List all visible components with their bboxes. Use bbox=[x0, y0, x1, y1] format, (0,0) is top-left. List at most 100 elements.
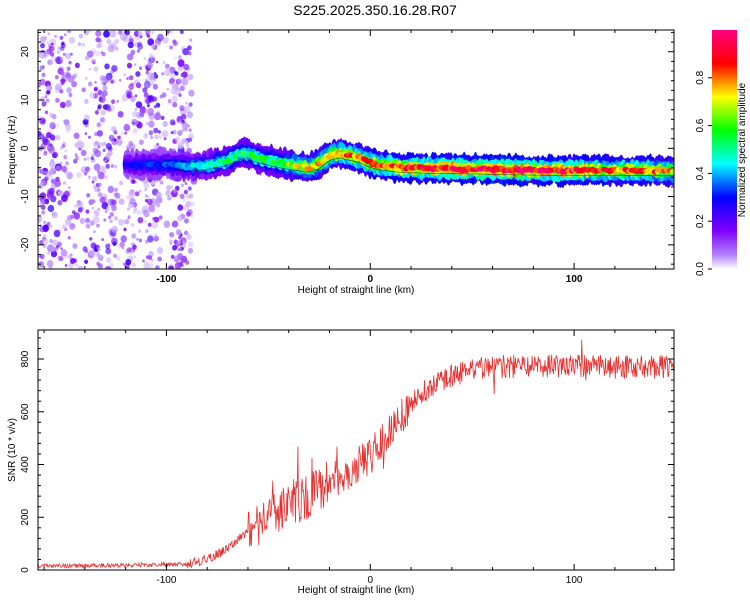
noise-blob bbox=[120, 235, 127, 243]
noise-blob bbox=[46, 260, 54, 268]
noise-blob bbox=[169, 185, 173, 189]
noise-blob bbox=[154, 235, 158, 239]
noise-blob bbox=[65, 99, 72, 108]
noise-blob bbox=[104, 63, 110, 70]
noise-blob bbox=[101, 238, 104, 242]
noise-blob bbox=[94, 110, 99, 115]
noise-blob bbox=[117, 30, 123, 35]
noise-blob bbox=[135, 82, 142, 89]
noise-blob bbox=[45, 98, 50, 103]
noise-blob bbox=[155, 111, 161, 117]
noise-blob bbox=[114, 38, 119, 44]
noise-blob bbox=[59, 161, 63, 165]
noise-blob bbox=[116, 99, 120, 103]
noise-blob bbox=[39, 52, 45, 57]
noise-blob bbox=[81, 87, 86, 93]
noise-blob bbox=[108, 262, 114, 269]
noise-blob bbox=[169, 45, 173, 50]
noise-blob bbox=[93, 163, 101, 171]
noise-blob bbox=[143, 209, 150, 218]
colorbar-tick-label: 0.0 bbox=[695, 262, 706, 276]
noise-blob bbox=[76, 140, 84, 148]
noise-blob bbox=[146, 62, 153, 69]
noise-blob bbox=[71, 81, 77, 88]
noise-blob bbox=[64, 149, 67, 153]
noise-blob bbox=[97, 188, 101, 192]
noise-blob bbox=[137, 43, 144, 50]
noise-blob bbox=[39, 192, 47, 200]
noise-blob bbox=[43, 220, 47, 225]
noise-blob bbox=[88, 249, 96, 257]
noise-blob bbox=[104, 265, 111, 269]
noise-blob bbox=[110, 79, 114, 84]
noise-blob bbox=[120, 131, 125, 136]
noise-blob bbox=[39, 117, 46, 125]
noise-blob bbox=[53, 229, 61, 238]
noise-blob bbox=[105, 143, 112, 150]
noise-blob bbox=[154, 134, 159, 140]
noise-blob bbox=[142, 87, 148, 93]
noise-blob bbox=[67, 30, 72, 34]
colorbar-gradient bbox=[712, 30, 737, 269]
noise-blob bbox=[126, 91, 133, 99]
noise-blob bbox=[42, 65, 45, 69]
noise-blob bbox=[163, 137, 167, 141]
noise-blob bbox=[48, 45, 55, 52]
noise-blob bbox=[177, 253, 184, 260]
y-tick-label: -10 bbox=[20, 189, 31, 204]
noise-blob bbox=[147, 235, 154, 243]
noise-blob bbox=[111, 225, 118, 233]
noise-blob bbox=[55, 176, 60, 182]
chart-title: S225.2025.350.16.28.R07 bbox=[293, 2, 457, 18]
noise-blob bbox=[74, 263, 79, 268]
noise-blob bbox=[47, 251, 50, 255]
noise-blob bbox=[54, 179, 61, 188]
noise-blob bbox=[98, 95, 106, 103]
noise-blob bbox=[81, 42, 86, 47]
noise-blob bbox=[153, 105, 157, 109]
noise-blob bbox=[107, 185, 115, 194]
noise-blob bbox=[103, 159, 107, 163]
noise-blob bbox=[148, 120, 155, 128]
noise-blob bbox=[67, 236, 71, 240]
noise-blob bbox=[77, 265, 84, 269]
noise-blob bbox=[69, 252, 74, 258]
snr-panel: -100 0 100 0 200 400 600 800 Height of straight… bbox=[7, 329, 675, 596]
noise-blob bbox=[156, 203, 161, 208]
noise-blob bbox=[84, 55, 90, 61]
noise-blob bbox=[84, 172, 88, 176]
noise-blob bbox=[109, 219, 113, 224]
noise-blob bbox=[157, 130, 161, 134]
noise-blob bbox=[134, 94, 138, 98]
noise-blob bbox=[105, 210, 108, 214]
noise-blob bbox=[44, 95, 48, 99]
noise-blob bbox=[154, 232, 157, 236]
noise-blob bbox=[80, 149, 87, 157]
noise-blob bbox=[177, 65, 184, 72]
noise-blob bbox=[97, 192, 103, 198]
noise-blob bbox=[55, 97, 60, 103]
noise-blob bbox=[170, 74, 175, 79]
noise-blob bbox=[133, 207, 138, 212]
noise-blob bbox=[148, 204, 156, 213]
noise-blob bbox=[91, 153, 95, 157]
noise-blob bbox=[121, 246, 125, 250]
noise-blob bbox=[165, 189, 172, 197]
noise-blob bbox=[97, 38, 102, 43]
noise-blob bbox=[124, 131, 128, 135]
noise-blob bbox=[61, 224, 67, 230]
noise-blob bbox=[188, 89, 195, 97]
noise-blob bbox=[128, 190, 136, 199]
noise-blob bbox=[68, 186, 71, 189]
noise-blob bbox=[153, 127, 159, 134]
noise-blob bbox=[46, 221, 51, 226]
noise-blob bbox=[49, 239, 53, 243]
noise-blob bbox=[134, 191, 140, 197]
noise-blob bbox=[131, 262, 137, 268]
noise-blob bbox=[146, 198, 153, 206]
noise-blob bbox=[157, 134, 163, 140]
noise-blob bbox=[108, 30, 116, 37]
noise-blob bbox=[98, 142, 101, 146]
noise-blob bbox=[57, 46, 61, 50]
noise-blob bbox=[185, 260, 190, 265]
